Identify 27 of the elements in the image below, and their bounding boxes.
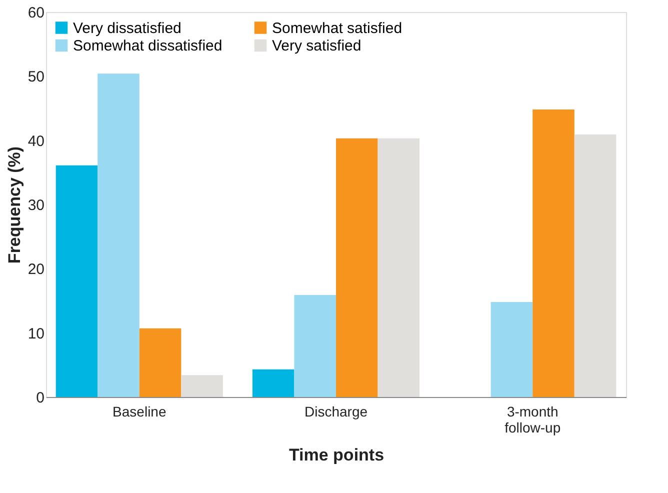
y-tick-label: 10 — [28, 325, 44, 342]
x-tick-label: Baseline — [112, 404, 166, 420]
legend-label: Somewhat satisfied — [272, 20, 402, 37]
bar — [574, 134, 616, 397]
x-tick-label: 3-month follow-up — [504, 404, 561, 436]
bar — [294, 294, 336, 397]
bar — [252, 369, 294, 397]
bar — [336, 138, 378, 397]
legend-label: Somewhat dissatisfied — [73, 38, 222, 54]
legend-label: Very satisfied — [272, 38, 362, 54]
y-tick-label: 40 — [28, 132, 44, 150]
y-tick-label: 60 — [28, 4, 44, 22]
bar — [490, 302, 533, 397]
bar — [378, 138, 420, 397]
y-tick-label: 50 — [28, 68, 44, 86]
y-tick-label: 30 — [28, 197, 44, 214]
bar — [98, 74, 140, 397]
bar — [181, 375, 223, 397]
legend-label: Very dissatisfied — [73, 20, 182, 37]
y-tick-label: 20 — [28, 261, 44, 278]
bar — [56, 165, 98, 397]
y-tick-label: 0 — [36, 390, 44, 406]
y-axis-title: Frequency (%) — [4, 146, 24, 264]
x-tick-label: Discharge — [304, 404, 368, 420]
bar — [139, 328, 182, 397]
bar — [532, 110, 574, 397]
x-axis-title: Time points — [288, 446, 384, 464]
